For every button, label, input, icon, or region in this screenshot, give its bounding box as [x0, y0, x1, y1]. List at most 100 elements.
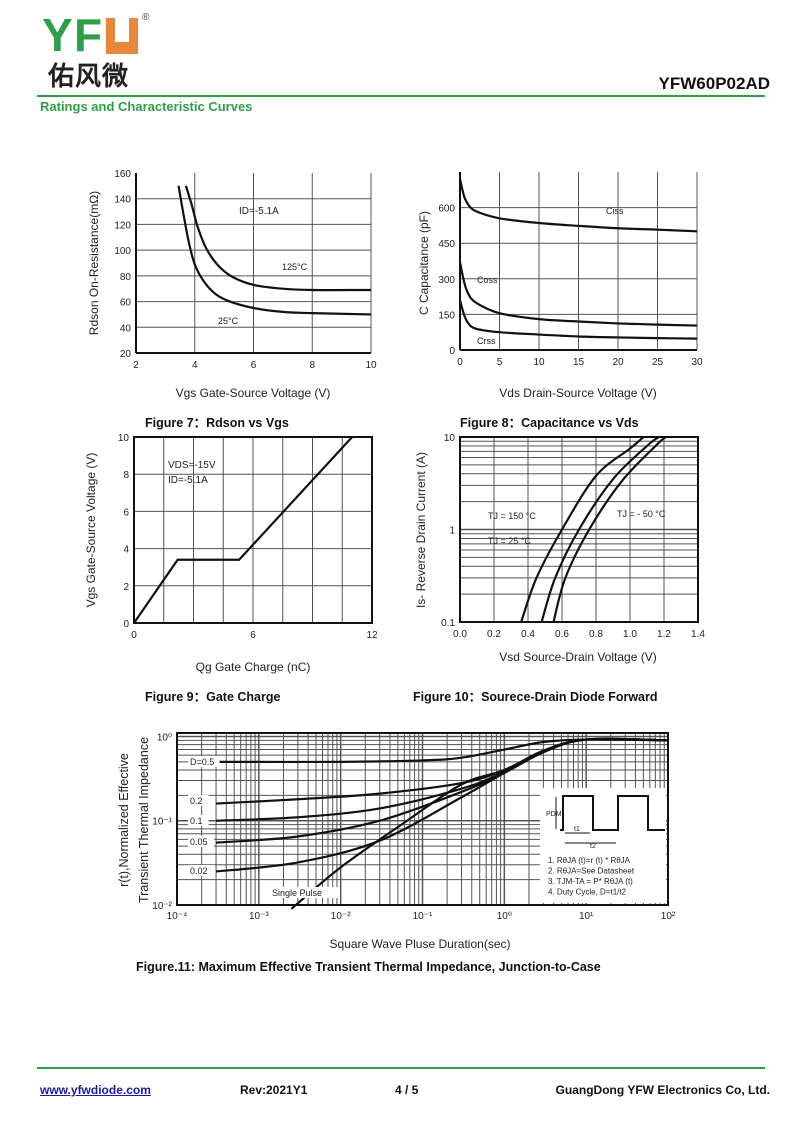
series-line-tj-150-c	[520, 436, 645, 623]
y-axis-label: Transient Thermal Impedance	[137, 737, 151, 903]
x-tick-label: 1.2	[657, 629, 671, 640]
x-tick-label: 10⁰	[497, 911, 512, 922]
x-axis-label: Vds Drain-Source Voltage (V)	[499, 386, 656, 400]
label-background	[188, 795, 209, 806]
x-tick-label: 0.2	[487, 629, 501, 640]
pulse-waveform	[560, 795, 665, 831]
series-label: Crss	[477, 336, 496, 346]
figure-7-caption: Figure 7：Rdson vs Vgs	[145, 416, 289, 430]
x-tick-label: 30	[691, 357, 703, 368]
x-tick-label: 1.0	[623, 629, 637, 640]
inset-note: 2. RθJA=See Datasheet	[548, 867, 635, 876]
x-tick-label: 0.0	[453, 629, 467, 640]
y-tick-label: 10⁻²	[152, 901, 172, 912]
series-line-25-c	[177, 185, 372, 316]
logo-chinese-text: 佑风微	[48, 62, 130, 92]
figure-8-caption: Figure 8：Capacitance vs Vds	[460, 416, 639, 430]
pdm-label: PDM	[546, 811, 562, 818]
x-tick-label: 8	[309, 360, 315, 371]
series-label: 25°C	[218, 316, 239, 326]
y-axis-label: C Capacitance (pF)	[417, 211, 431, 315]
company-name: GuangDong YFW Electronics Co, Ltd.	[555, 1083, 770, 1097]
y-tick-label: 8	[123, 470, 129, 481]
y-tick-label: 0	[123, 619, 129, 630]
series-label: 125°C	[282, 262, 308, 272]
y-tick-label: 150	[438, 310, 455, 321]
series-label: 0.02	[190, 866, 208, 876]
annotation: ID=-5.1A	[239, 206, 279, 217]
y-tick-label: 120	[114, 220, 131, 231]
x-tick-label: 0.4	[521, 629, 535, 640]
y-tick-label: 300	[438, 275, 455, 286]
series-label: 0.2	[190, 796, 203, 806]
y-tick-label: 140	[114, 195, 131, 206]
x-tick-label: 10⁻²	[331, 911, 351, 922]
series-line-ciss	[458, 178, 698, 233]
x-axis-label: Square Wave Pluse Duration(sec)	[330, 937, 511, 951]
x-axis-label: Qg Gate Charge (nC)	[196, 660, 311, 674]
y-tick-label: 2	[123, 582, 129, 593]
series-line-gate-charge	[133, 436, 353, 624]
footer-divider	[37, 1067, 765, 1069]
t1-label: t1	[574, 826, 580, 833]
series-label: 0.1	[190, 816, 203, 826]
inset-note: 1. RθJA (t)=r (t) * RθJA	[548, 856, 631, 865]
y-tick-label: 60	[120, 298, 132, 309]
x-tick-label: 10	[533, 357, 545, 368]
x-tick-label: 10²	[661, 911, 676, 922]
y-axis-label: Rdson On-Resistance(mΩ)	[87, 191, 101, 335]
inset-note: 3. TJM-TA = P* RθJA (t)	[548, 877, 633, 886]
website-link[interactable]: www.yfwdiode.com	[40, 1083, 151, 1097]
figure-9-caption: Figure 9：Gate Charge	[145, 690, 281, 704]
y-tick-label: 600	[438, 204, 455, 215]
x-tick-label: 5	[497, 357, 503, 368]
x-tick-label: 25	[652, 357, 664, 368]
series-label: D=0.5	[190, 757, 214, 767]
series-label: Ciss	[606, 206, 624, 216]
y-tick-label: 10⁰	[157, 732, 172, 743]
label-background	[188, 815, 209, 826]
x-tick-label: 0	[131, 630, 137, 641]
x-tick-label: 20	[612, 357, 624, 368]
figure-10-caption: Figure 10：Sourece-Drain Diode Forward	[413, 690, 658, 704]
y-tick-label: 40	[120, 323, 132, 334]
y-axis-label: Vgs Gate-Source Voltage (V)	[84, 453, 98, 608]
label-background	[188, 836, 214, 847]
series-label: TJ = 150 °C	[488, 511, 536, 521]
y-tick-label: 10	[444, 433, 456, 444]
t2-label: t2	[590, 843, 596, 850]
y-tick-label: 10⁻¹	[152, 817, 172, 828]
y-tick-label: 4	[123, 545, 129, 556]
x-tick-label: 10	[365, 360, 377, 371]
annotation: VDS=-15V	[168, 460, 216, 471]
x-tick-label: 1.4	[691, 629, 705, 640]
series-label: TJ = 25 °C	[488, 536, 531, 546]
grid	[134, 437, 372, 623]
y-tick-label: 450	[438, 239, 455, 250]
grid	[460, 437, 698, 622]
plot-frame	[176, 732, 669, 906]
y-tick-label: 20	[120, 349, 132, 360]
x-tick-label: 0	[457, 357, 463, 368]
series-line-125-c	[184, 185, 372, 292]
x-axis-label: Vgs Gate-Source Voltage (V)	[176, 386, 331, 400]
series-line-coss	[458, 261, 698, 327]
series-line-tj-50-c	[552, 436, 667, 623]
x-tick-label: 10¹	[579, 911, 594, 922]
duty-cycle-inset	[540, 788, 666, 903]
grid	[460, 172, 697, 350]
series-label: Coss	[477, 275, 498, 285]
x-tick-label: 10⁻⁴	[167, 911, 188, 922]
revision: Rev:2021Y1	[240, 1083, 308, 1097]
series-line-crss	[458, 299, 698, 340]
registered-mark: ®	[142, 12, 150, 23]
page-number: 4 / 5	[395, 1083, 419, 1097]
chart-8	[458, 172, 698, 351]
plot-frame	[459, 436, 699, 623]
grid	[136, 173, 371, 353]
x-axis-label: Vsd Source-Drain Voltage (V)	[499, 650, 656, 664]
x-tick-label: 10⁻³	[249, 911, 269, 922]
x-tick-label: 0.8	[589, 629, 603, 640]
